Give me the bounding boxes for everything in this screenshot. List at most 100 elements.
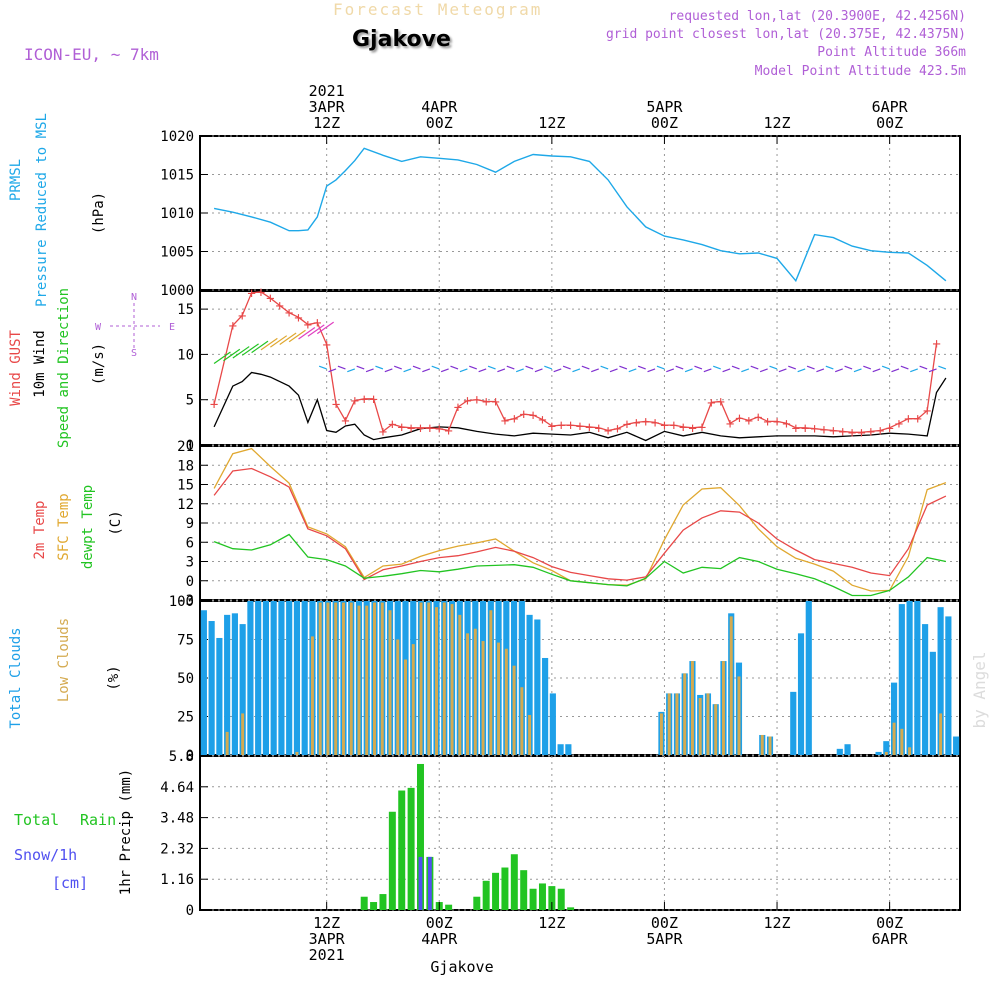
- low-cloud-bar: [721, 661, 725, 755]
- total-cloud-bar: [224, 614, 231, 755]
- total-cloud-bar: [231, 613, 238, 755]
- gust-marker: +: [332, 397, 340, 413]
- x-tick-label-bottom: 12Z: [763, 914, 790, 932]
- x-tick-label-bottom: 5APR: [646, 930, 683, 948]
- sfc-temp-line: [213, 447, 947, 592]
- city-title: Gjakove: [352, 27, 451, 52]
- gust-marker: +: [838, 424, 846, 440]
- gust-marker: +: [351, 394, 359, 410]
- rain-bar: [538, 883, 546, 910]
- gust-marker: +: [341, 414, 349, 430]
- x-tick-label-bottom: 4APR: [421, 930, 458, 948]
- wind-direction-arrow: [328, 368, 337, 373]
- low-cloud-bar: [466, 633, 470, 755]
- watermark: by Angel: [970, 651, 989, 728]
- gust-marker: +: [313, 316, 321, 332]
- low-cloud-bar: [357, 605, 361, 755]
- rain-bar: [501, 867, 509, 910]
- low-cloud-bar: [241, 713, 245, 755]
- wind-direction-arrow: [769, 365, 778, 370]
- x-tick-label-bottom: 00Z: [876, 914, 903, 932]
- label-10m-wind: 10m Wind: [32, 330, 48, 397]
- low-cloud-bar: [404, 659, 407, 755]
- gust-marker: +: [820, 423, 828, 439]
- rain-bar: [445, 904, 453, 910]
- total-cloud-bar: [565, 744, 572, 755]
- x-tick-label-top: 2021: [309, 82, 345, 100]
- rain-bar: [567, 907, 575, 910]
- wind-direction-arrow: [609, 368, 618, 373]
- gust-marker: +: [426, 421, 434, 437]
- y-tick-label: 100: [169, 594, 194, 610]
- y-tick-label: 5: [186, 393, 194, 409]
- x-tick-label-top: 00Z: [426, 114, 453, 132]
- t2m-line: [213, 467, 947, 581]
- x-tick-label-bottom: 3APR: [309, 930, 346, 948]
- total-cloud-bar: [526, 614, 533, 755]
- y-tick-label: 75: [177, 633, 194, 649]
- label-low-clouds: Low Clouds: [56, 618, 72, 702]
- wind-direction-arrow: [431, 365, 440, 370]
- y-tick-label: 3: [186, 555, 194, 571]
- wind-direction-arrow: [562, 365, 571, 370]
- total-cloud-bar: [937, 607, 944, 755]
- wind-direction-arrow: [863, 365, 872, 370]
- snow-bar: [427, 856, 432, 910]
- gust-marker: +: [651, 415, 659, 431]
- wind-direction-arrow: [223, 348, 241, 362]
- x-tick-label-bottom: 12Z: [538, 914, 565, 932]
- y-tick-label: 1.16: [160, 872, 194, 888]
- wind-direction-arrow: [534, 368, 543, 373]
- gust-marker: +: [444, 424, 452, 440]
- gust-marker: +: [510, 412, 518, 428]
- gust-marker: +: [932, 337, 940, 353]
- low-cloud-bar: [683, 673, 687, 755]
- low-cloud-bar: [659, 713, 663, 755]
- low-cloud-bar: [690, 661, 694, 755]
- gust-marker: +: [632, 415, 640, 431]
- y-tick-label: 25: [177, 710, 194, 726]
- gust-marker: +: [745, 414, 753, 430]
- gust-marker: +: [210, 397, 218, 413]
- wind-direction-arrow: [891, 368, 900, 373]
- wind-direction-arrow: [307, 324, 325, 337]
- gust-marker: +: [707, 395, 715, 411]
- low-cloud-bar: [310, 636, 314, 755]
- wind-direction-arrow: [825, 365, 834, 370]
- gust-marker: +: [257, 285, 265, 301]
- gust-marker: +: [557, 418, 565, 434]
- wind-direction-arrow: [600, 365, 609, 370]
- wind-direction-arrow: [656, 365, 665, 370]
- x-tick-label-bottom: 00Z: [651, 914, 678, 932]
- x-tick-label-top: 12Z: [538, 114, 565, 132]
- wind-direction-arrow: [741, 368, 750, 373]
- wind-direction-arrow: [628, 368, 637, 373]
- total-cloud-bar: [270, 601, 277, 755]
- low-cloud-bar: [737, 676, 741, 755]
- low-cloud-bar: [504, 648, 508, 755]
- low-cloud-bar: [473, 628, 477, 755]
- x-tick-label-bottom: 00Z: [426, 914, 453, 932]
- gust-marker: +: [398, 420, 406, 436]
- wind-direction-arrow: [347, 368, 356, 373]
- model-altitude: Model Point Altitude 423.5m: [754, 64, 966, 79]
- wind-direction-arrow: [440, 368, 449, 373]
- label-2m-temp: 2m Temp: [32, 500, 48, 559]
- low-cloud-bar: [373, 602, 376, 755]
- x-tick-label-bottom: 6APR: [872, 930, 909, 948]
- gust-marker: +: [717, 395, 725, 411]
- total-cloud-bar: [875, 751, 882, 755]
- gust-marker: +: [538, 413, 546, 429]
- gust-marker: +: [360, 392, 368, 408]
- wind-direction-arrow: [919, 365, 928, 370]
- low-cloud-bar: [667, 693, 671, 755]
- gust-marker: +: [247, 286, 255, 302]
- gust-marker: +: [895, 416, 903, 432]
- wind-gust-line: [213, 291, 938, 433]
- x-tick-label-top: 5APR: [646, 98, 683, 116]
- gust-marker: +: [482, 395, 490, 411]
- wind-direction-arrow: [581, 365, 590, 370]
- label-hpa: (hPa): [91, 192, 107, 234]
- y-tick-label: 2.32: [160, 841, 194, 857]
- low-cloud-bar: [380, 602, 384, 755]
